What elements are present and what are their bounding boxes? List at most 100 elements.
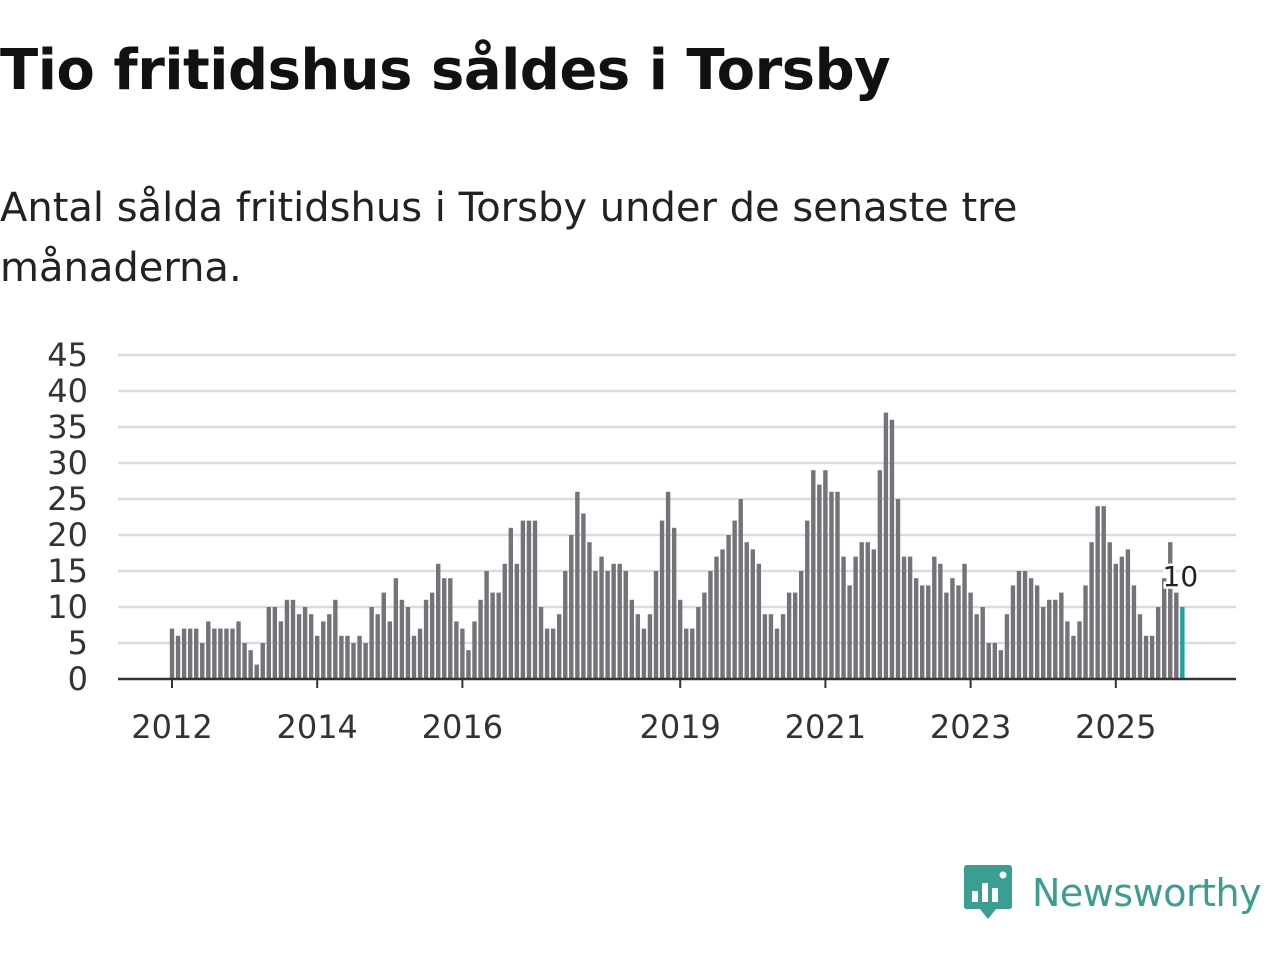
bar xyxy=(599,556,604,679)
bar xyxy=(950,578,955,679)
bar xyxy=(623,571,628,679)
highlight-data-label: 10 xyxy=(1163,560,1199,593)
x-tick-label: 2014 xyxy=(276,708,357,746)
bar xyxy=(478,599,483,679)
bar xyxy=(375,614,380,679)
bar xyxy=(532,520,538,679)
bar xyxy=(490,592,495,679)
bar xyxy=(296,614,302,679)
bar xyxy=(181,628,187,679)
bar xyxy=(581,513,586,679)
bar xyxy=(786,592,792,679)
bar xyxy=(901,556,907,679)
bar xyxy=(1155,607,1161,679)
bar xyxy=(774,628,780,679)
bar xyxy=(1095,506,1100,679)
bar xyxy=(920,585,925,679)
bar xyxy=(720,549,725,679)
bar xyxy=(938,563,943,679)
bar xyxy=(496,592,501,679)
x-tick-label: 2016 xyxy=(422,708,503,746)
bar xyxy=(1010,585,1016,679)
bar xyxy=(865,542,870,679)
y-tick-label: 25 xyxy=(47,480,88,518)
bar xyxy=(1119,556,1125,679)
bar xyxy=(333,599,338,679)
bar xyxy=(726,535,731,679)
bar xyxy=(1168,542,1173,679)
bar xyxy=(889,419,895,679)
bar xyxy=(1047,599,1052,679)
bar xyxy=(932,556,937,679)
y-tick-label: 35 xyxy=(47,408,88,446)
bar xyxy=(732,520,737,679)
bar xyxy=(1065,621,1070,679)
bar xyxy=(853,556,858,679)
bar xyxy=(1028,578,1034,679)
bar xyxy=(1089,542,1094,679)
bar xyxy=(526,520,532,679)
bar xyxy=(1083,585,1088,679)
bar xyxy=(248,650,253,679)
bar xyxy=(1004,614,1010,679)
bar xyxy=(411,635,417,679)
bar xyxy=(1113,563,1118,679)
bar xyxy=(339,635,344,679)
bar xyxy=(907,556,913,679)
bar xyxy=(944,592,949,679)
bar xyxy=(847,585,852,679)
bar xyxy=(835,491,840,679)
bar xyxy=(956,585,961,679)
bar xyxy=(659,520,665,679)
x-tick-label: 2023 xyxy=(930,708,1011,746)
newsworthy-logo-icon xyxy=(964,865,1012,919)
bar xyxy=(762,614,768,679)
bar xyxy=(738,499,743,679)
bar xyxy=(417,628,423,679)
bar xyxy=(393,578,399,679)
bar xyxy=(381,592,386,679)
bar xyxy=(218,628,223,679)
bar xyxy=(1101,506,1106,679)
bar xyxy=(611,563,616,679)
bar xyxy=(508,527,513,679)
bar xyxy=(290,599,296,679)
bar xyxy=(575,491,580,679)
bar xyxy=(1071,635,1076,679)
bar xyxy=(696,607,701,679)
bar xyxy=(1137,614,1143,679)
bar xyxy=(200,643,205,679)
bar xyxy=(998,650,1004,679)
bar xyxy=(750,549,755,679)
bar xyxy=(302,607,308,679)
bar xyxy=(653,571,659,679)
bar xyxy=(768,614,774,679)
bar xyxy=(272,607,278,679)
y-tick-label: 20 xyxy=(47,516,88,554)
bar xyxy=(187,628,193,679)
bar xyxy=(799,571,804,679)
bar xyxy=(744,542,749,679)
bar xyxy=(236,621,241,679)
bar xyxy=(1053,599,1058,679)
bar xyxy=(895,499,901,679)
bar xyxy=(278,621,284,679)
y-tick-label: 30 xyxy=(47,444,88,482)
bar xyxy=(992,643,997,679)
bar xyxy=(1131,585,1137,679)
bar xyxy=(926,585,931,679)
bar xyxy=(702,592,707,679)
bar xyxy=(1016,571,1022,679)
bar xyxy=(399,599,405,679)
bar xyxy=(1034,585,1040,679)
bar xyxy=(877,470,883,679)
bar xyxy=(913,578,919,679)
bar xyxy=(1022,571,1028,679)
bar xyxy=(357,635,362,679)
bar xyxy=(617,563,622,679)
bar xyxy=(805,520,810,679)
bar xyxy=(1077,621,1082,679)
bar xyxy=(665,491,671,679)
